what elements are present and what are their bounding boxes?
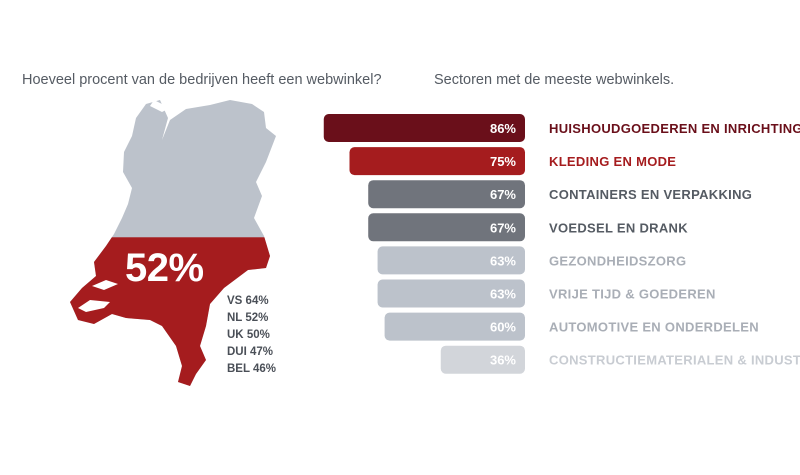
bar	[377, 279, 525, 308]
sector-category-label: VRIJE TIJD & GOEDEREN	[549, 287, 716, 302]
country-row: VS 64%	[227, 293, 276, 310]
bar	[368, 180, 525, 209]
bar	[440, 345, 525, 374]
bar-value-label: 67%	[490, 220, 516, 235]
bar	[384, 312, 525, 341]
country-code: VS	[227, 295, 243, 307]
coast-islands	[78, 100, 170, 312]
country-code: UK	[227, 329, 244, 341]
bar-value-label: 63%	[490, 253, 516, 268]
sector-category-label: KLEDING EN MODE	[549, 154, 676, 169]
country-row: NL 52%	[227, 310, 276, 327]
netherlands-map-graphic	[70, 100, 276, 386]
sector-category-label: VOEDSEL EN DRANK	[549, 220, 688, 235]
bar	[377, 246, 525, 275]
country-comparison-list: VS 64% NL 52% UK 50% DUI 47% BEL 46%	[227, 293, 276, 378]
country-code: DUI	[227, 346, 247, 358]
sector-category-label: CONTAINERS EN VERPAKKING	[549, 187, 752, 202]
country-value: 46%	[253, 363, 277, 375]
netherlands-map: 52% VS 64% NL 52% UK 50% DUI 47% BEL 46%	[70, 100, 276, 386]
bar-value-label: 86%	[490, 121, 516, 136]
sector-category-label: CONSTRUCTIEMATERIALEN & INDUSTRIËN	[549, 353, 800, 368]
sector-category-label: AUTOMOTIVE EN ONDERDELEN	[549, 320, 759, 335]
bar	[368, 213, 525, 242]
bar-value-label: 36%	[490, 353, 516, 368]
bar	[349, 147, 525, 176]
bar-value-label: 67%	[490, 187, 516, 202]
country-value: 50%	[246, 329, 270, 341]
country-row: BEL 46%	[227, 361, 276, 378]
sector-category-label: HUISHOUDGOEDEREN EN INRICHTING	[549, 121, 800, 136]
bar	[323, 114, 525, 142]
country-row: DUI 47%	[227, 344, 276, 361]
map-question-title: Hoeveel procent van de bedrijven heeft e…	[22, 72, 382, 88]
country-code: BEL	[227, 363, 250, 375]
headline-percentage: 52%	[125, 246, 204, 290]
country-code: NL	[227, 312, 243, 324]
bar-value-label: 63%	[490, 287, 516, 302]
country-value: 52%	[245, 312, 269, 324]
country-value: 64%	[245, 295, 269, 307]
bar-value-label: 75%	[490, 154, 516, 169]
sector-category-label: GEZONDHEIDSZORG	[549, 253, 686, 268]
country-value: 47%	[250, 346, 274, 358]
country-row: UK 50%	[227, 327, 276, 344]
sector-chart-title: Sectoren met de meeste webwinkels.	[434, 72, 675, 88]
bar-value-label: 60%	[490, 320, 516, 335]
